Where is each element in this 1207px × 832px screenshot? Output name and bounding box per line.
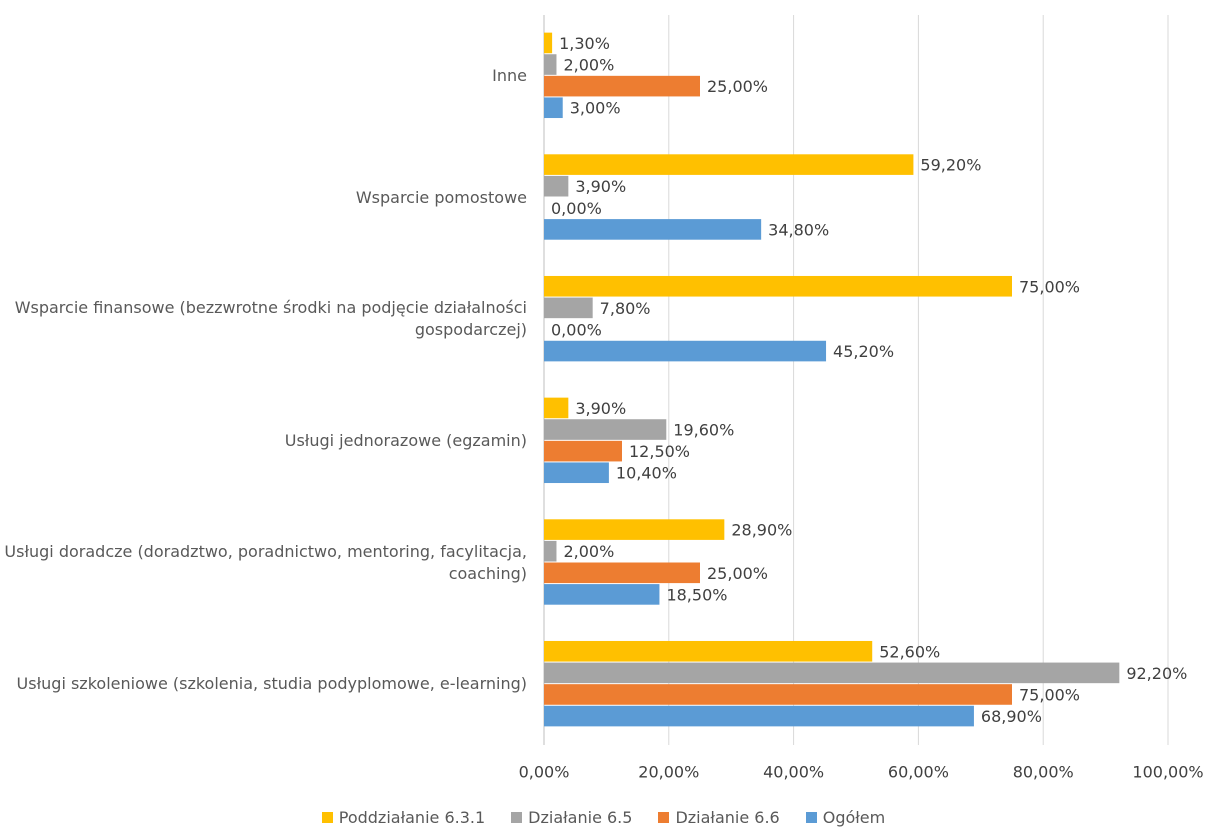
- category-label: Usługi jednorazowe (egzamin): [284, 430, 527, 450]
- x-tick-label: 40,00%: [763, 763, 824, 782]
- value-label: 68,90%: [981, 707, 1042, 726]
- value-label: 3,00%: [570, 99, 621, 118]
- bar: [544, 32, 553, 54]
- value-label: 52,60%: [879, 642, 940, 661]
- value-label: 3,90%: [575, 399, 626, 418]
- legend-swatch: [805, 812, 817, 823]
- bar: [544, 519, 725, 540]
- bar: [544, 219, 762, 240]
- value-label: 1,30%: [559, 34, 610, 53]
- bar: [544, 75, 700, 97]
- bar: [544, 662, 1120, 684]
- x-tick-label: 0,00%: [519, 763, 570, 782]
- bar: [544, 97, 563, 119]
- bar: [544, 419, 667, 440]
- x-tick-label: 60,00%: [888, 763, 949, 782]
- value-label: 3,90%: [575, 177, 626, 196]
- bar: [544, 340, 827, 362]
- bar: [544, 175, 569, 197]
- bar: [544, 154, 914, 175]
- bar: [544, 440, 622, 462]
- x-tick-label: 100,00%: [1132, 763, 1203, 782]
- legend-label: Poddziałanie 6.3.1: [338, 808, 486, 827]
- bar: [544, 584, 660, 605]
- value-label: 45,20%: [833, 342, 894, 361]
- value-label: 75,00%: [1019, 277, 1080, 296]
- value-label: 2,00%: [563, 56, 614, 75]
- value-label: 28,90%: [731, 521, 792, 540]
- bar: [544, 54, 557, 75]
- bar: [544, 397, 569, 419]
- value-label: 12,50%: [629, 442, 690, 461]
- bar: [544, 684, 1012, 705]
- bar: [544, 640, 873, 662]
- value-label: 0,00%: [551, 320, 602, 339]
- legend-label: Działanie 6.5: [528, 808, 633, 827]
- category-label: Usługi doradcze (doradztwo, poradnictwo,…: [4, 541, 527, 583]
- value-label: 19,60%: [673, 421, 734, 440]
- value-label: 10,40%: [616, 464, 677, 483]
- bar: [544, 562, 700, 584]
- value-label: 25,00%: [707, 77, 768, 96]
- x-tick-label: 20,00%: [638, 763, 699, 782]
- value-label: 92,20%: [1126, 664, 1187, 683]
- bar: [544, 540, 557, 562]
- bar: [544, 462, 609, 484]
- legend: Poddziałanie 6.3.1 Działanie 6.5 Działanie…: [0, 808, 1207, 827]
- value-label: 7,80%: [600, 299, 651, 318]
- value-label: 75,00%: [1019, 685, 1080, 704]
- legend-swatch: [511, 812, 523, 823]
- legend-item: Działanie 6.6: [658, 808, 780, 827]
- category-label: Inne: [492, 65, 527, 85]
- legend-label: Ogółem: [822, 808, 886, 827]
- legend-swatch: [321, 812, 333, 823]
- legend-label: Działanie 6.6: [675, 808, 780, 827]
- bar: [544, 297, 593, 319]
- value-label: 2,00%: [563, 542, 614, 561]
- value-label: 18,50%: [666, 585, 727, 604]
- value-label: 0,00%: [551, 199, 602, 218]
- legend-item: Ogółem: [805, 808, 886, 827]
- value-label: 34,80%: [768, 220, 829, 239]
- value-label: 25,00%: [707, 564, 768, 583]
- chart: 0,00% 20,00% 40,00% 60,00% 80,00% 100,00% 1,30…: [519, 15, 1204, 782]
- category-label: Wsparcie finansowe (bezzwrotne środki na…: [14, 298, 527, 340]
- legend-item: Działanie 6.5: [511, 808, 632, 827]
- value-label: 59,20%: [920, 156, 981, 175]
- legend-item: Poddziałanie 6.3.1: [321, 808, 486, 827]
- x-tick-label: 80,00%: [1013, 763, 1074, 782]
- bar: [544, 275, 1012, 297]
- category-label: Usługi szkoleniowe (szkolenia, studia po…: [16, 674, 527, 694]
- bar: [544, 705, 974, 727]
- legend-swatch: [658, 812, 670, 823]
- category-label: Wsparcie pomostowe: [355, 187, 527, 207]
